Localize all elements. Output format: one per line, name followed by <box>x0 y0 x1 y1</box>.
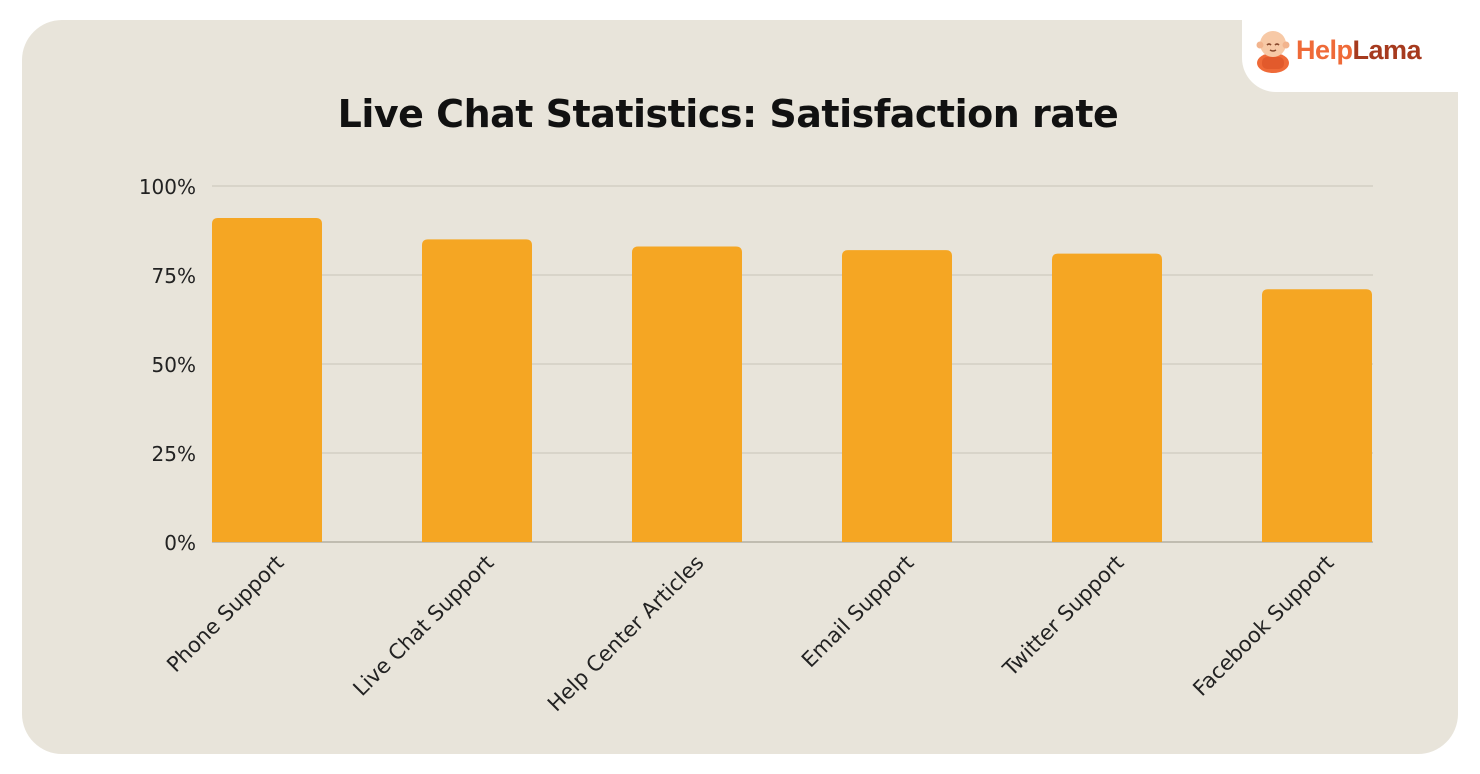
bar <box>212 218 322 543</box>
bar <box>632 246 742 542</box>
y-tick-label: 0% <box>164 531 196 555</box>
bar <box>422 239 532 542</box>
y-tick-label: 50% <box>152 353 196 377</box>
bar <box>1262 289 1372 542</box>
x-tick-label: Live Chat Support <box>348 551 498 701</box>
x-tick-label: Email Support <box>797 551 919 673</box>
helplama-logo[interactable]: HelpLama <box>1254 24 1422 76</box>
monk-mascot-icon <box>1256 31 1290 73</box>
y-tick-label: 75% <box>152 264 196 288</box>
logo-text-lama: Lama <box>1352 34 1422 65</box>
bar <box>842 250 952 542</box>
y-tick-label: 25% <box>152 442 196 466</box>
chart-title: Live Chat Statistics: Satisfaction rate <box>337 92 1119 136</box>
x-tick-label: Help Center Articles <box>543 551 709 717</box>
x-tick-label: Phone Support <box>162 551 288 677</box>
x-tick-label: Twitter Support <box>998 551 1129 682</box>
logo-text-help: Help <box>1296 34 1353 65</box>
bar <box>1052 253 1162 542</box>
y-tick-label: 100% <box>139 175 196 199</box>
x-tick-label: Facebook Support <box>1188 551 1338 701</box>
